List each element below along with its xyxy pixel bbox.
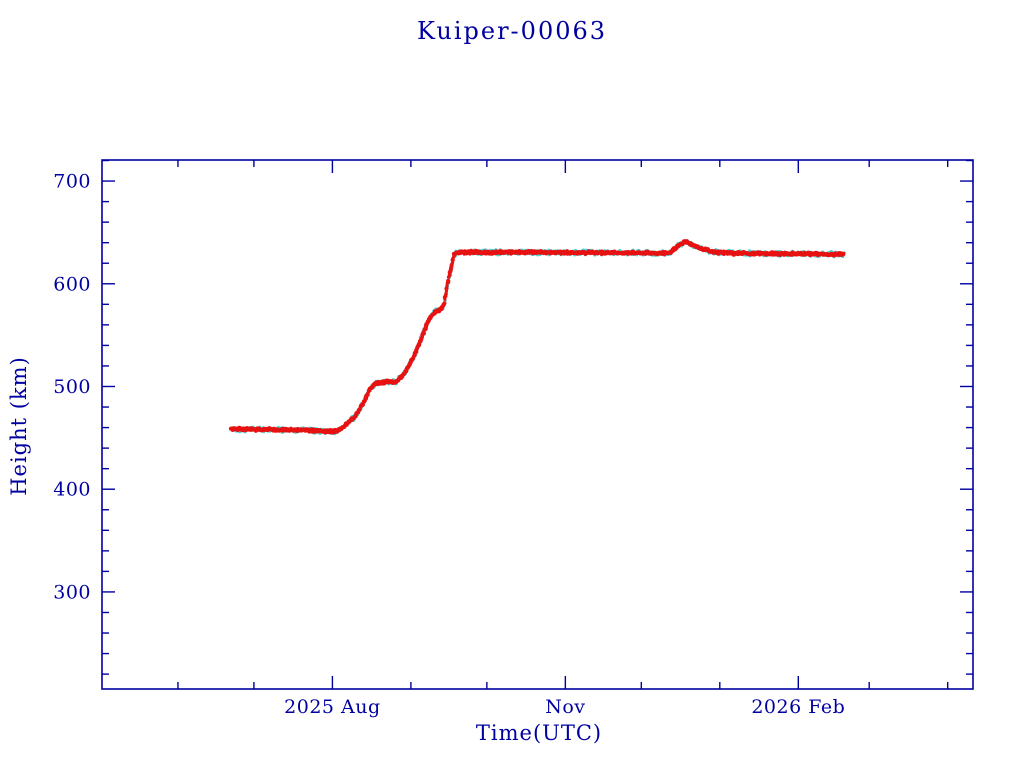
data-point (446, 278, 451, 284)
y-tick-label: 400 (53, 479, 91, 501)
data-point (421, 330, 426, 336)
main-series-points (228, 239, 846, 435)
x-tick-label: 2025 Aug (284, 696, 381, 718)
data-point (445, 284, 449, 288)
x-tick-label: Nov (545, 696, 585, 718)
tick-labels: 300 400 500 600 700 2025 Aug Nov 2026 Feb (53, 171, 845, 718)
y-axis-label: Height (km) (7, 356, 31, 496)
data-point (366, 393, 370, 397)
x-tick-label: 2026 Feb (751, 696, 845, 718)
data-point (444, 286, 449, 291)
plot-frame (101, 159, 974, 690)
y-tick-label: 700 (53, 171, 91, 193)
axes-frame (101, 159, 974, 690)
y-tick-label: 300 (53, 581, 91, 603)
x-axis-label: Time(UTC) (476, 721, 602, 745)
raw-series-points (229, 239, 846, 436)
chart-title: Kuiper-00063 (417, 17, 607, 45)
y-tick-label: 500 (53, 376, 91, 398)
data-point (442, 301, 447, 306)
y-tick-label: 600 (53, 273, 91, 295)
data-point (444, 292, 448, 296)
data-point (841, 251, 846, 256)
